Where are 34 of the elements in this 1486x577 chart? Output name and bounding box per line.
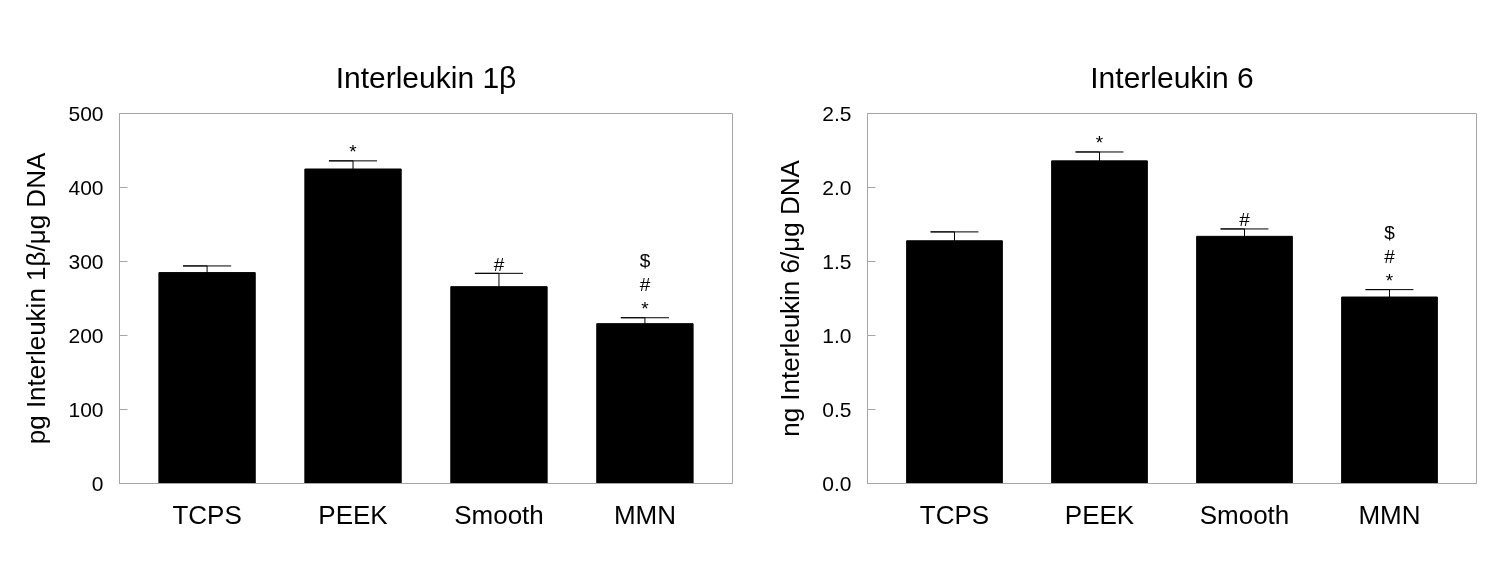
- x-tick-label: MMN: [1358, 499, 1421, 530]
- x-tick-label: PEEK: [1064, 499, 1135, 530]
- annotation: *: [1385, 270, 1394, 292]
- annotation: $: [1384, 222, 1396, 244]
- annotation: #: [1384, 246, 1396, 268]
- y-tick-label: 2.0: [822, 175, 852, 199]
- y-tick-label: 300: [68, 249, 104, 273]
- chart-title: Interleukin 1β: [335, 61, 517, 94]
- annotation: *: [641, 298, 650, 320]
- y-tick-label: 400: [68, 175, 104, 199]
- y-tick-label: 0.0: [822, 471, 852, 495]
- y-tick-label: 0: [91, 471, 104, 495]
- y-tick-label: 2.5: [822, 101, 852, 125]
- annotation: *: [1095, 132, 1104, 154]
- x-tick-label: TCPS: [172, 499, 242, 530]
- annotation: $: [639, 250, 651, 272]
- annotation: *: [349, 141, 358, 163]
- y-tick-label: 0.5: [822, 397, 852, 421]
- annotation: #: [1239, 209, 1251, 231]
- y-tick-label: 100: [68, 397, 104, 421]
- chart-title: Interleukin 6: [1090, 61, 1254, 94]
- y-tick-label: 1.5: [822, 249, 852, 273]
- x-tick-label: PEEK: [318, 499, 389, 530]
- x-tick-label: MMN: [613, 499, 676, 530]
- y-tick-label: 200: [68, 323, 104, 347]
- annotation: #: [493, 253, 505, 275]
- x-tick-label: Smooth: [1199, 499, 1290, 530]
- annotation: #: [639, 274, 651, 296]
- y-tick-label: 1.0: [822, 323, 852, 347]
- y-axis-title: pg Interleukin 1β/μg DNA: [21, 152, 52, 445]
- y-tick-label: 500: [68, 101, 104, 125]
- x-tick-label: Smooth: [454, 499, 544, 530]
- x-tick-label: TCPS: [919, 499, 990, 530]
- y-axis-title: ng Interleukin 6/μg DNA: [775, 159, 806, 437]
